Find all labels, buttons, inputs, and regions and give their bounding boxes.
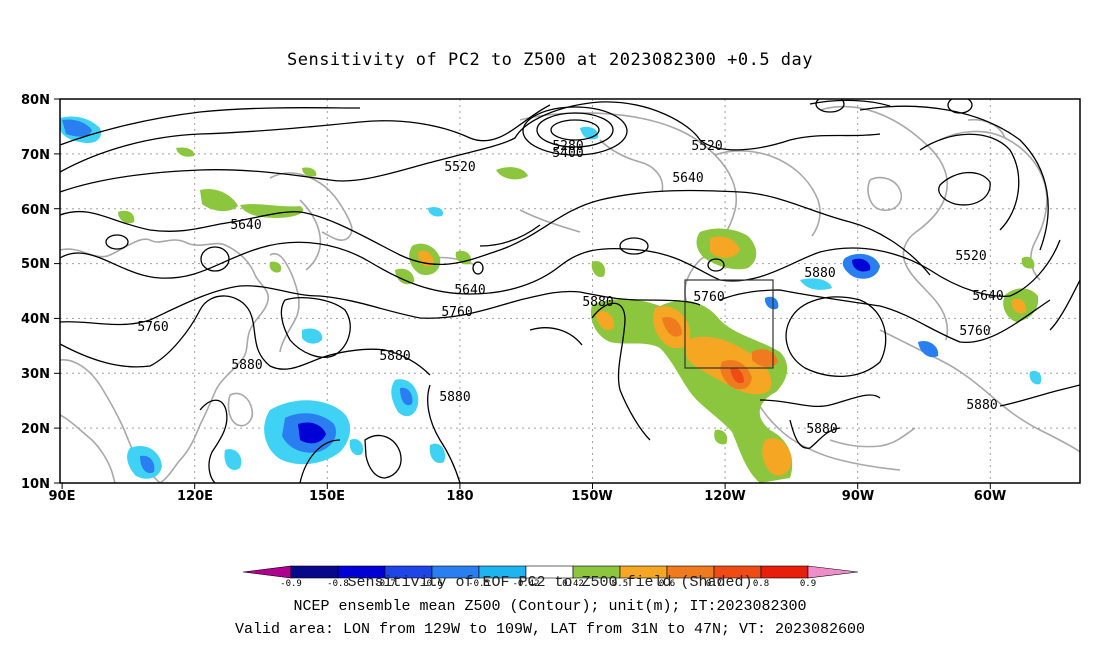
contour-label: 5520 bbox=[444, 160, 475, 175]
figure-title: Sensitivity of PC2 to Z500 at 2023082300… bbox=[286, 50, 813, 70]
lat-label: 80N bbox=[21, 93, 50, 108]
shade-positive bbox=[269, 261, 282, 273]
caption-contour: NCEP ensemble mean Z500 (Contour); unit(… bbox=[293, 598, 807, 615]
map-frame bbox=[59, 98, 1081, 484]
shade-negative bbox=[224, 449, 242, 470]
coastlines bbox=[60, 105, 1080, 483]
lon-label: 90E bbox=[49, 489, 76, 504]
shade-positive bbox=[762, 438, 792, 476]
shade-positive bbox=[590, 299, 793, 483]
shade-positive bbox=[710, 236, 740, 258]
shade-negative bbox=[800, 278, 832, 290]
lat-label: 40N bbox=[21, 312, 50, 327]
shade-negative bbox=[302, 328, 323, 344]
contour-label: 5640 bbox=[230, 218, 261, 233]
shade-negative bbox=[400, 387, 413, 406]
shade-positive bbox=[395, 268, 415, 285]
shade-positive bbox=[752, 349, 778, 368]
colorbar-labels: -0.9 -0.8 -0.7 -0.6 -0.5 -0.42 0.42 0.5 … bbox=[280, 579, 816, 589]
contour-label: 5640 bbox=[454, 283, 485, 298]
shade-negative bbox=[1029, 370, 1042, 385]
lat-label: 60N bbox=[21, 203, 50, 218]
shade-negative bbox=[852, 258, 871, 272]
lon-label: 60W bbox=[974, 489, 1006, 504]
graticule bbox=[60, 99, 1080, 483]
shade-positive bbox=[240, 204, 304, 218]
shade-positive bbox=[730, 367, 744, 384]
lon-label: 150E bbox=[309, 489, 345, 504]
shade-negative bbox=[140, 455, 155, 474]
shade-negative bbox=[349, 438, 364, 456]
lat-label: 70N bbox=[21, 148, 50, 163]
contour-label: 5880 bbox=[582, 295, 613, 310]
contour-label: 5280 bbox=[552, 139, 583, 154]
contour-label: 5640 bbox=[972, 289, 1003, 304]
colorbar-label: 0.6 bbox=[659, 579, 675, 589]
shade-negative bbox=[62, 119, 92, 137]
contour-labels: 5280 5400 5520 5520 5640 5640 5520 5640 … bbox=[137, 139, 1003, 437]
shade-positive bbox=[596, 310, 615, 331]
colorbar-label: 0.5 bbox=[612, 579, 628, 589]
colorbar-label: -0.6 bbox=[421, 579, 443, 589]
lat-label: 50N bbox=[21, 257, 50, 272]
lon-label: 150W bbox=[571, 489, 612, 504]
colorbar-label: 0.8 bbox=[753, 579, 769, 589]
contour-label: 5880 bbox=[806, 422, 837, 437]
shade-positive bbox=[302, 167, 317, 177]
shade-negative bbox=[298, 422, 326, 444]
colorbar-label: 0.9 bbox=[800, 579, 816, 589]
colorbar-label: -0.7 bbox=[374, 579, 396, 589]
colorbar-label: -0.8 bbox=[327, 579, 349, 589]
lat-label: 10N bbox=[21, 477, 50, 492]
colorbar-label: -0.5 bbox=[468, 579, 490, 589]
contour-label: 5880 bbox=[804, 266, 835, 281]
shade-negative bbox=[428, 207, 444, 217]
contour-label: 5880 bbox=[439, 390, 470, 405]
lon-label: 120E bbox=[177, 489, 213, 504]
colorbar-label: -0.42 bbox=[512, 579, 539, 589]
shade-negative bbox=[918, 340, 939, 358]
shade-positive bbox=[1011, 298, 1027, 314]
lon-label: 90W bbox=[842, 489, 874, 504]
contour-label: 5640 bbox=[672, 171, 703, 186]
contour-label: 5760 bbox=[959, 324, 990, 339]
lon-labels: 90E 120E 150E 180 150W 120W 90W 60W bbox=[49, 489, 1007, 504]
shade-positive bbox=[591, 260, 606, 278]
lon-label: 180 bbox=[446, 489, 473, 504]
shade-positive bbox=[176, 147, 195, 157]
colorbar-label: 0.42 bbox=[562, 579, 584, 589]
colorbar-label: 0.7 bbox=[706, 579, 722, 589]
lat-labels: 80N 70N 60N 50N 40N 30N 20N 10N bbox=[21, 93, 50, 492]
shade-positive bbox=[1021, 256, 1035, 269]
valid-area-box bbox=[684, 279, 774, 369]
contour-label: 5880 bbox=[966, 398, 997, 413]
sensitivity-shading bbox=[60, 116, 1042, 483]
contour-label: 5880 bbox=[231, 358, 262, 373]
shade-positive bbox=[200, 188, 238, 212]
shade-positive bbox=[496, 167, 528, 180]
contour-label: 5760 bbox=[693, 290, 724, 305]
contour-label: 5760 bbox=[137, 320, 168, 335]
colorbar-label: -0.9 bbox=[280, 579, 302, 589]
lat-label: 20N bbox=[21, 422, 50, 437]
caption-shaded: Sensitivity of EOF PC2 to Z500 field (Sh… bbox=[347, 574, 753, 591]
contour-label: 5520 bbox=[691, 139, 722, 154]
caption-valid-area: Valid area: LON from 129W to 109W, LAT f… bbox=[234, 621, 866, 638]
lon-label: 120W bbox=[704, 489, 745, 504]
shade-positive bbox=[118, 210, 135, 224]
ticks bbox=[54, 98, 991, 489]
contour-label: 5520 bbox=[955, 249, 986, 264]
contour-label: 5760 bbox=[441, 305, 472, 320]
shade-negative bbox=[764, 296, 779, 310]
contour-label: 5880 bbox=[379, 349, 410, 364]
colorbar-positive-extend bbox=[807, 565, 859, 579]
colorbar bbox=[242, 565, 859, 579]
z500-contours bbox=[60, 99, 1080, 483]
shade-positive bbox=[714, 429, 728, 445]
shade-positive bbox=[662, 316, 682, 337]
shade-negative bbox=[429, 443, 446, 464]
lat-label: 30N bbox=[21, 367, 50, 382]
contour-label: 5400 bbox=[552, 146, 583, 161]
